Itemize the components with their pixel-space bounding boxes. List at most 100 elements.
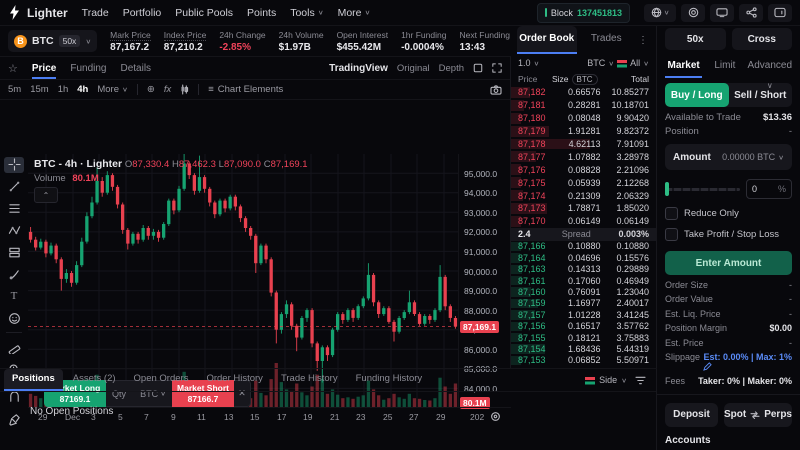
display-button[interactable] — [710, 3, 734, 22]
side-filter[interactable]: Side ∨ — [585, 375, 652, 385]
trendline-tool[interactable] — [4, 179, 24, 195]
brush-tool[interactable] — [4, 267, 24, 283]
timeframe-4h[interactable]: 4h — [77, 84, 89, 95]
bottom-tab-positions[interactable]: Positions — [4, 369, 63, 391]
fx-indicators-icon[interactable]: fx — [163, 84, 172, 95]
bottom-tab-trade-history[interactable]: Trade History — [280, 373, 338, 384]
fullscreen-icon[interactable] — [492, 63, 502, 73]
bottom-tab-open-orders[interactable]: Open Orders — [133, 373, 189, 384]
bid-row[interactable]: 87,163 0.14313 0.29889 — [511, 264, 656, 275]
emoji-tool[interactable] — [4, 310, 24, 326]
tab-market[interactable]: Market — [665, 56, 702, 78]
tpsl-checkbox[interactable]: Take Profit / Stop Loss — [657, 228, 800, 241]
buy-long-button[interactable]: Buy / Long — [665, 83, 729, 107]
nav-item-more[interactable]: More ∨ — [338, 7, 371, 19]
bid-row[interactable]: 87,156 0.16517 3.57762 — [511, 321, 656, 332]
sell-short-button[interactable]: Sell / Short — [734, 89, 787, 101]
pattern-tool[interactable] — [4, 223, 24, 239]
ask-row[interactable]: 87,180 0.08048 9.90420 — [511, 112, 656, 125]
reduce-only-checkbox[interactable]: Reduce Only — [657, 207, 800, 220]
favorite-star-icon[interactable]: ☆ — [8, 62, 18, 75]
time-axis[interactable]: 202 29 Dec 3 5 7 9 11 13 15 17 19 21 23 25 27 29 — [28, 407, 511, 426]
nav-item-tools[interactable]: Tools ∨ — [290, 7, 323, 19]
ask-row[interactable]: 87,178 4.62113 7.91091 — [511, 138, 656, 151]
ask-row[interactable]: 87,176 0.08828 2.21096 — [511, 163, 656, 176]
wallet-button[interactable] — [768, 3, 792, 22]
fib-retracement-tool[interactable] — [4, 201, 24, 217]
bid-row[interactable]: 87,157 1.01228 3.41245 — [511, 309, 656, 320]
market-selector[interactable]: B BTC 50x ∨ — [8, 30, 98, 52]
share-button[interactable] — [739, 3, 763, 22]
measure-tool[interactable] — [4, 339, 24, 355]
bid-row[interactable]: 87,164 0.04696 0.15576 — [511, 252, 656, 263]
ask-row[interactable]: 87,179 1.91281 9.82372 — [511, 125, 656, 138]
support-button[interactable] — [681, 3, 705, 22]
slider-handle[interactable] — [665, 182, 669, 196]
ask-row[interactable]: 87,170 0.06149 0.06149 — [511, 215, 656, 228]
amount-input[interactable]: Amount 0.00000 BTC ∨ — [665, 144, 792, 170]
nav-item-portfolio[interactable]: Portfolio — [123, 7, 162, 19]
order-book-menu-icon[interactable]: ⋮ — [638, 34, 648, 46]
bid-row[interactable]: 87,166 0.10880 0.10880 — [511, 241, 656, 252]
quick-qty-field[interactable]: Qty BTC ∨ — [106, 380, 172, 407]
bottom-tab-funding-history[interactable]: Funding History — [355, 373, 423, 384]
chart-tab-price[interactable]: Price — [32, 57, 56, 79]
axis-settings-gear-icon[interactable] — [490, 411, 501, 422]
ask-row[interactable]: 87,175 0.05939 2.12268 — [511, 176, 656, 189]
tab-limit[interactable]: Limit — [714, 60, 736, 71]
popout-icon[interactable] — [473, 63, 483, 73]
grouping-select[interactable]: 1.0 ∨ — [518, 58, 540, 68]
filter-icon[interactable] — [635, 376, 646, 385]
submit-order-button[interactable]: Enter Amount — [665, 251, 792, 275]
language-selector[interactable]: ∨ — [644, 3, 676, 22]
bid-row[interactable]: 87,155 0.18121 3.75883 — [511, 332, 656, 343]
size-slider[interactable] — [665, 182, 740, 196]
bottom-tab-assets-2-[interactable]: Assets (2) — [72, 373, 116, 384]
tab-order-book[interactable]: Order Book — [517, 26, 577, 54]
timeframe-15m[interactable]: 15m — [30, 84, 49, 95]
book-layout-icon[interactable] — [617, 59, 628, 68]
bid-row[interactable]: 87,160 0.76091 1.23040 — [511, 286, 656, 297]
bid-row[interactable]: 87,161 0.17060 0.46949 — [511, 275, 656, 286]
tab-trades[interactable]: Trades — [590, 33, 622, 44]
brand[interactable]: Lighter — [8, 5, 68, 20]
deposit-button[interactable]: Deposit — [665, 402, 718, 427]
percent-input[interactable]: 0 % — [746, 179, 792, 199]
mode-original[interactable]: Original — [396, 62, 430, 74]
nav-item-points[interactable]: Points — [247, 7, 276, 19]
nav-item-trade[interactable]: Trade — [82, 7, 109, 19]
timeframe-5m[interactable]: 5m — [8, 84, 22, 95]
edit-pencil-icon[interactable] — [703, 362, 713, 371]
chart-canvas[interactable] — [28, 154, 458, 407]
candle-style-icon[interactable] — [180, 84, 189, 95]
bottom-tab-order-history[interactable]: Order History — [206, 373, 263, 384]
quick-trade-close-button[interactable]: ✕ — [234, 380, 251, 407]
spot-perps-toggle[interactable]: Spot Perps — [723, 402, 792, 427]
position-tool[interactable] — [4, 245, 24, 261]
price-axis[interactable]: 95,000.0 94,000.0 93,000.0 92,000.0 91,000.0… — [458, 154, 512, 409]
nav-item-public-pools[interactable]: Public Pools — [175, 7, 233, 19]
add-indicator-icon[interactable]: ⊕ — [146, 84, 155, 95]
bid-row[interactable]: 87,159 1.16977 2.40017 — [511, 298, 656, 309]
timeframe-more[interactable]: More ∨ — [97, 84, 128, 95]
chart-tab-details[interactable]: Details — [120, 62, 152, 74]
chart-tab-funding[interactable]: Funding — [70, 62, 107, 74]
margin-mode-button[interactable]: Cross — [731, 28, 792, 50]
tab-advanced[interactable]: Advanced ∨ — [747, 60, 793, 90]
market-short-button[interactable]: Market Short 87166.7 — [172, 380, 234, 407]
ask-row[interactable]: 87,182 0.66576 10.85277 — [511, 86, 656, 99]
timeframe-1h[interactable]: 1h — [57, 84, 69, 95]
ask-row[interactable]: 87,181 0.28281 10.18701 — [511, 99, 656, 112]
bid-row[interactable]: 87,154 1.68436 5.44319 — [511, 343, 656, 354]
leverage-button[interactable]: 50x — [665, 28, 726, 50]
ask-row[interactable]: 87,174 0.21309 2.06329 — [511, 189, 656, 202]
filter-select[interactable]: All ∨ — [630, 58, 649, 68]
drawing-lock-tool[interactable] — [4, 412, 24, 428]
bid-row[interactable]: 87,153 0.06852 5.50971 — [511, 355, 656, 366]
mode-depth[interactable]: Depth — [438, 62, 464, 74]
unit-select[interactable]: BTC ∨ — [587, 58, 615, 68]
chart-elements-button[interactable]: ≡ Chart Elements — [208, 84, 284, 95]
ask-row[interactable]: 87,173 1.78871 1.85020 — [511, 202, 656, 215]
camera-icon[interactable] — [490, 84, 502, 95]
legend-collapse-button[interactable]: ⌃ — [34, 187, 58, 203]
